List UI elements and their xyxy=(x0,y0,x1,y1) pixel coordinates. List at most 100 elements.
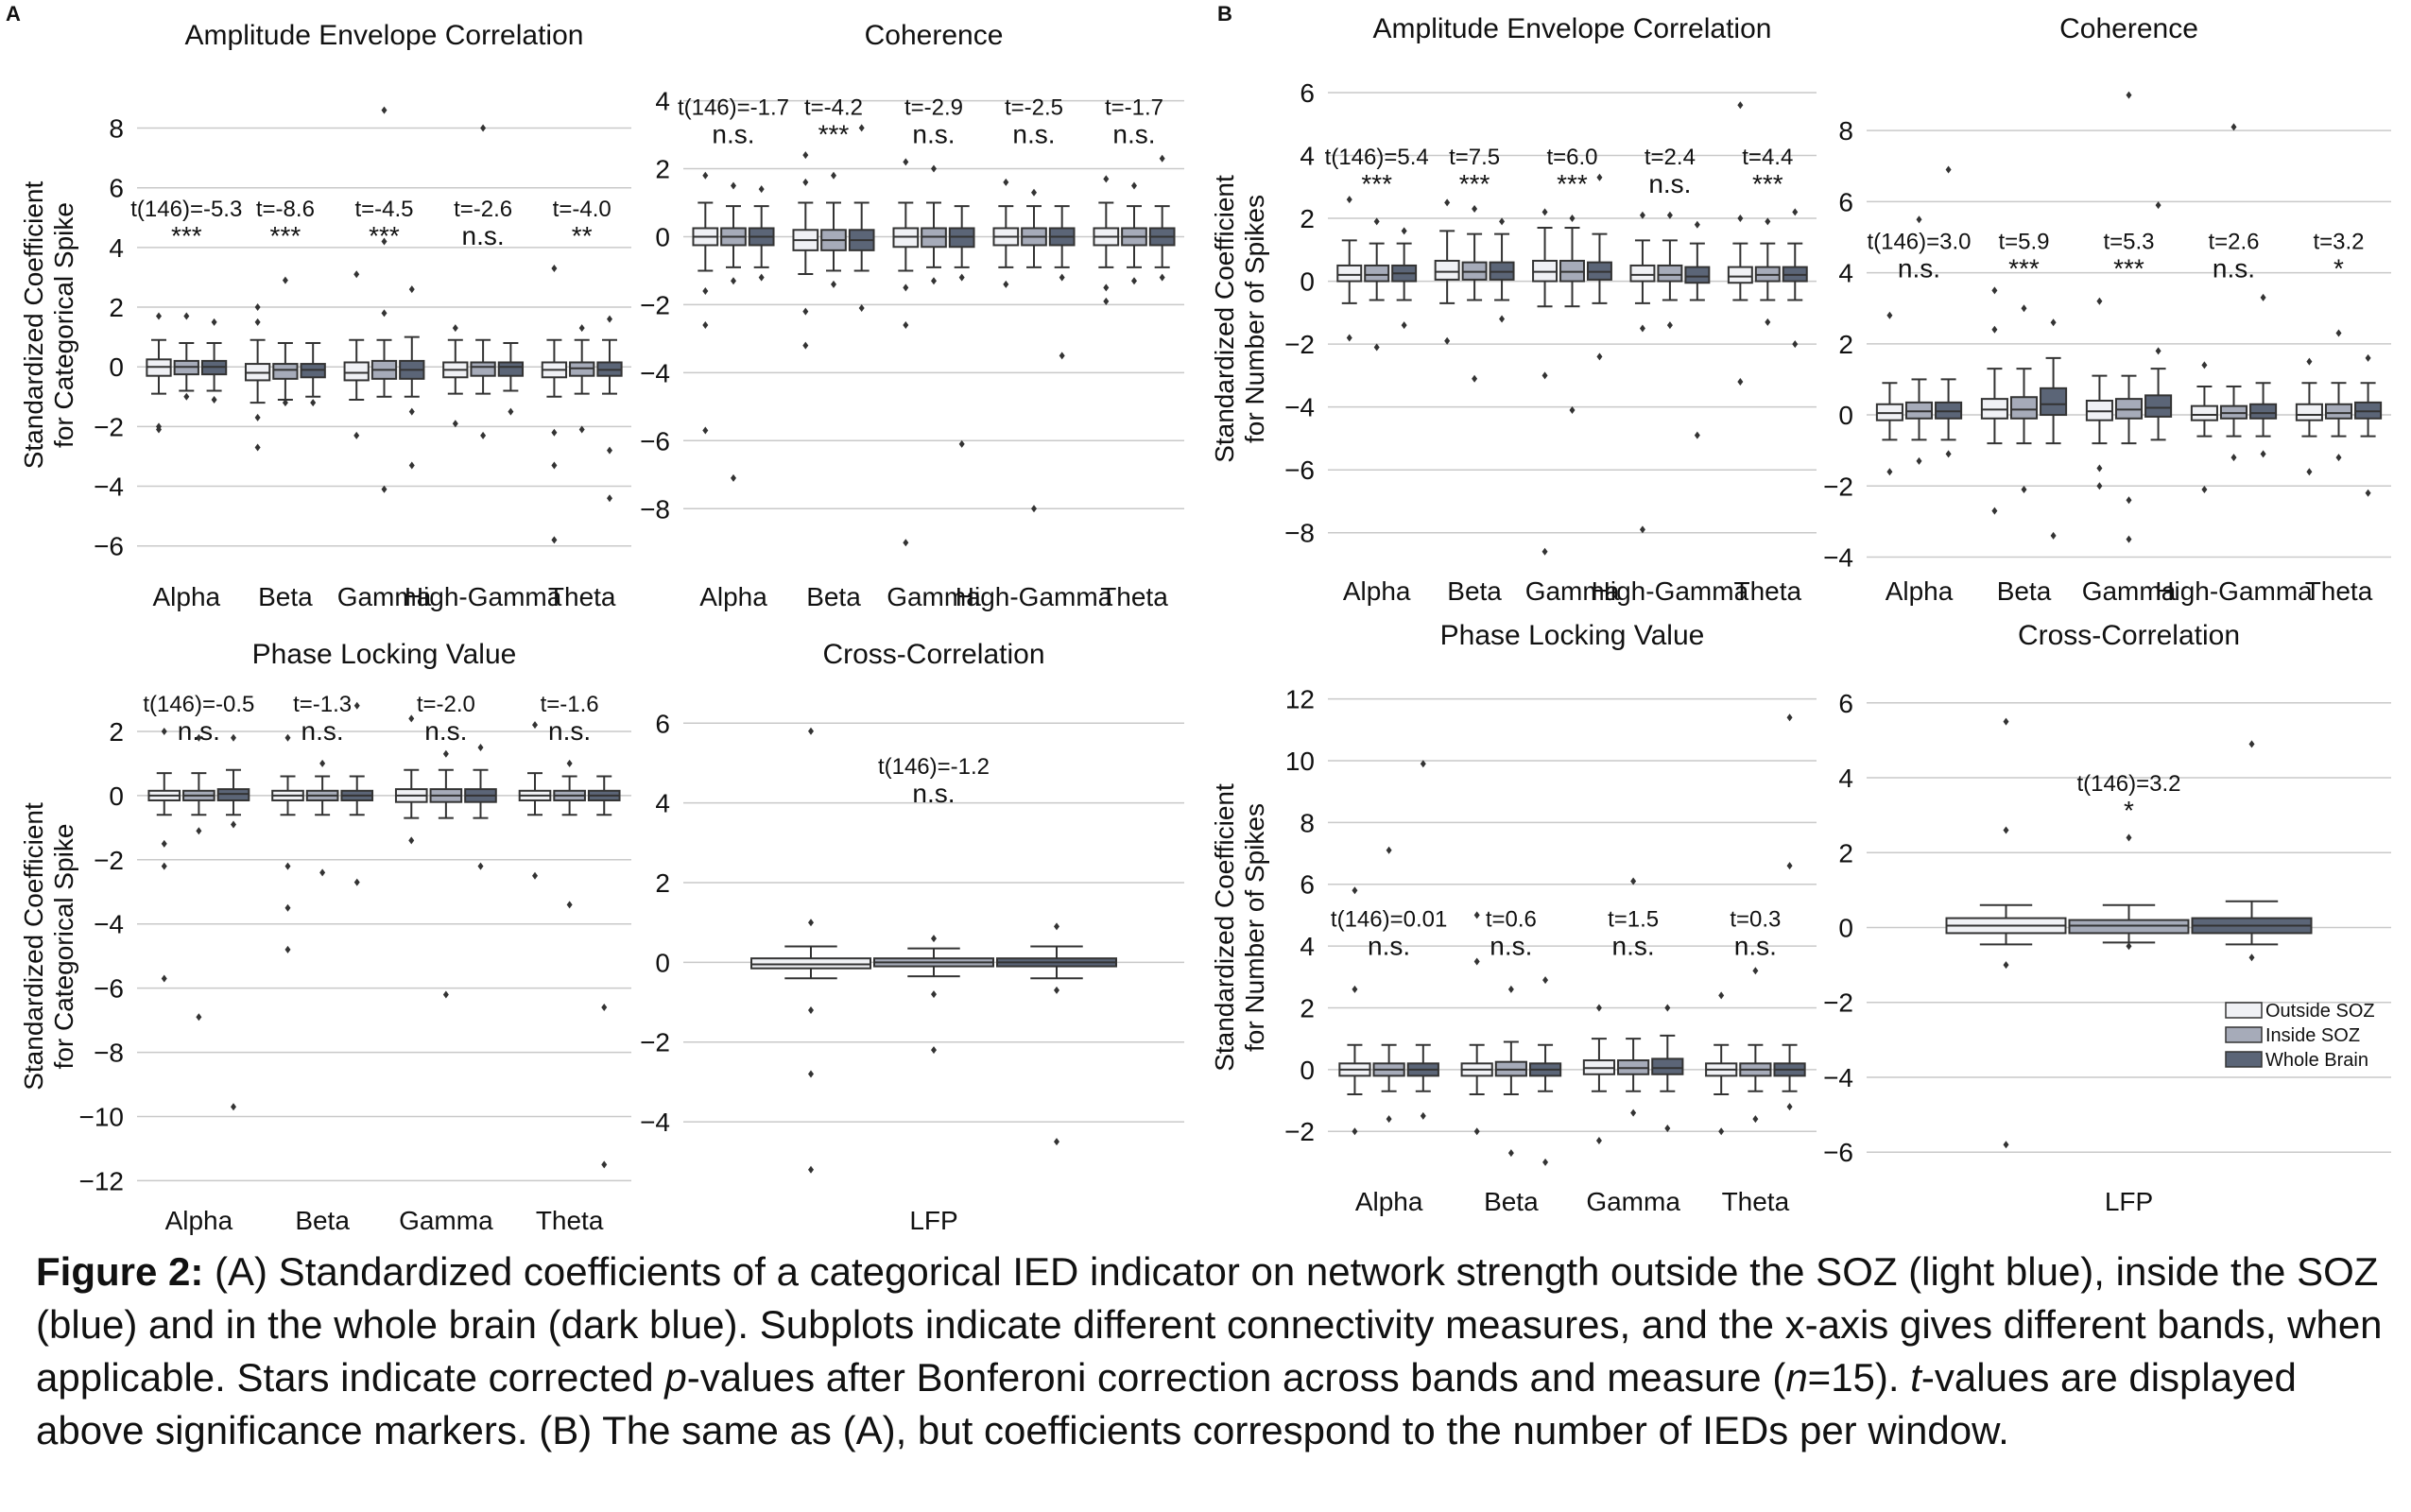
outlier-point xyxy=(931,1046,937,1055)
x-tick-label: High-Gamma xyxy=(956,582,1113,611)
x-tick-label: LFP xyxy=(909,1206,957,1235)
t-value-label: t=-1.7 xyxy=(1105,94,1163,120)
y-tick-label: 2 xyxy=(1300,993,1315,1022)
outlier-point xyxy=(566,901,573,909)
y-axis-label: for Categorical Spike xyxy=(49,824,78,1070)
y-tick-label: 2 xyxy=(109,293,124,322)
x-tick-label: Alpha xyxy=(152,582,220,611)
t-value-label: t(146)=-5.3 xyxy=(130,197,242,222)
outlier-point xyxy=(183,392,190,401)
box-inside-soz xyxy=(2009,396,2039,420)
outlier-point xyxy=(183,312,190,320)
outlier-point xyxy=(731,181,736,190)
y-tick-label: 0 xyxy=(1838,914,1853,943)
outlier-point xyxy=(1666,321,1673,330)
chart-title: Coherence xyxy=(865,20,1004,51)
x-tick-label: Theta xyxy=(1100,582,1168,611)
outlier-point xyxy=(196,1013,202,1022)
legend-label: Outside SOZ xyxy=(2265,1001,2375,1022)
box-whole-brain xyxy=(497,361,525,377)
outlier-point xyxy=(831,280,836,288)
outlier-point xyxy=(1737,378,1744,387)
y-tick-label: 0 xyxy=(655,222,670,251)
y-axis-label: Standardized Coefficient xyxy=(1210,783,1239,1072)
outlier-point xyxy=(508,407,514,416)
outlier-point xyxy=(2201,361,2208,369)
outlier-point xyxy=(758,185,765,194)
t-value-label: t=-2.6 xyxy=(454,197,512,222)
y-tick-label: 6 xyxy=(1838,689,1853,718)
outlier-point xyxy=(831,171,836,180)
outlier-point xyxy=(2096,297,2103,305)
chart-title: Cross-Correlation xyxy=(822,639,1044,670)
significance-label: n.s. xyxy=(548,716,591,746)
outlier-point xyxy=(1737,101,1744,110)
box-whole-brain xyxy=(2040,387,2068,417)
box-outside-soz xyxy=(2295,403,2323,421)
chart-title: Amplitude Envelope Correlation xyxy=(185,20,584,51)
y-tick-label: 0 xyxy=(1300,267,1315,297)
outlier-point xyxy=(161,839,167,848)
outlier-point xyxy=(1666,211,1673,219)
y-tick-label: −10 xyxy=(79,1102,125,1131)
outlier-point xyxy=(161,974,167,983)
y-tick-label: 0 xyxy=(1838,401,1853,430)
chart-2-group: −12 −10 −8 −6 −4 −2 0 2 Phase Locking Value Stand… xyxy=(19,639,631,1235)
outlier-point xyxy=(2003,961,2009,970)
caption-p-italic: p xyxy=(664,1355,687,1400)
chart-3-group: −4 −2 0 2 4 6 Cross-Correlation LFP t(146)=-1.2n… xyxy=(640,639,1184,1235)
significance-label: n.s. xyxy=(1648,169,1691,198)
outlier-point xyxy=(1752,967,1759,975)
significance-label: n.s. xyxy=(1734,932,1777,961)
outlier-point xyxy=(1031,188,1037,197)
outlier-point xyxy=(2003,826,2009,834)
outlier-point xyxy=(551,428,558,437)
box-whole-brain xyxy=(1651,1057,1684,1075)
outlier-point xyxy=(1765,318,1771,326)
outlier-point xyxy=(156,312,163,320)
x-tick-label: Gamma xyxy=(1525,576,1620,606)
outlier-point xyxy=(2003,717,2009,726)
t-value-label: t=4.4 xyxy=(1742,145,1793,170)
y-tick-label: 6 xyxy=(109,174,124,203)
outlier-point xyxy=(480,431,487,439)
y-tick-label: −4 xyxy=(1823,542,1853,572)
outlier-point xyxy=(2335,454,2342,462)
box-outside-soz xyxy=(343,361,370,382)
significance-label: ** xyxy=(572,221,593,250)
outlier-point xyxy=(1444,198,1451,207)
outlier-point xyxy=(353,431,360,439)
outlier-point xyxy=(2126,833,2132,842)
outlier-point xyxy=(702,321,709,329)
outlier-point xyxy=(731,473,736,482)
y-tick-label: 4 xyxy=(1300,932,1315,961)
x-tick-label: Beta xyxy=(1997,576,2052,606)
box-whole-brain xyxy=(2144,394,2173,418)
outlier-point xyxy=(802,307,809,316)
outlier-point xyxy=(2021,304,2027,313)
chart-title: Phase Locking Value xyxy=(252,639,517,670)
y-tick-label: −6 xyxy=(1823,1138,1853,1167)
outlier-point xyxy=(2306,357,2313,366)
outlier-point xyxy=(1420,1111,1426,1120)
box-inside-soz xyxy=(272,363,299,380)
x-tick-label: Gamma xyxy=(1586,1187,1680,1216)
outlier-point xyxy=(858,304,865,313)
outlier-point xyxy=(353,701,360,710)
outlier-point xyxy=(1472,205,1478,214)
outlier-point xyxy=(2335,329,2342,337)
y-tick-label: −6 xyxy=(94,974,124,1004)
t-value-label: t=-8.6 xyxy=(256,197,315,222)
outlier-point xyxy=(408,461,415,470)
outlier-point xyxy=(1499,315,1506,323)
x-tick-label: Beta xyxy=(295,1206,350,1235)
y-tick-label: −2 xyxy=(1823,472,1853,501)
outlier-point xyxy=(731,277,736,285)
outlier-point xyxy=(808,1005,814,1014)
outlier-point xyxy=(532,721,539,730)
y-tick-label: 4 xyxy=(655,87,670,116)
t-value-label: t=2.6 xyxy=(2208,229,2259,254)
outlier-point xyxy=(808,1165,814,1174)
outlier-point xyxy=(1792,340,1799,349)
outlier-point xyxy=(1786,713,1793,722)
